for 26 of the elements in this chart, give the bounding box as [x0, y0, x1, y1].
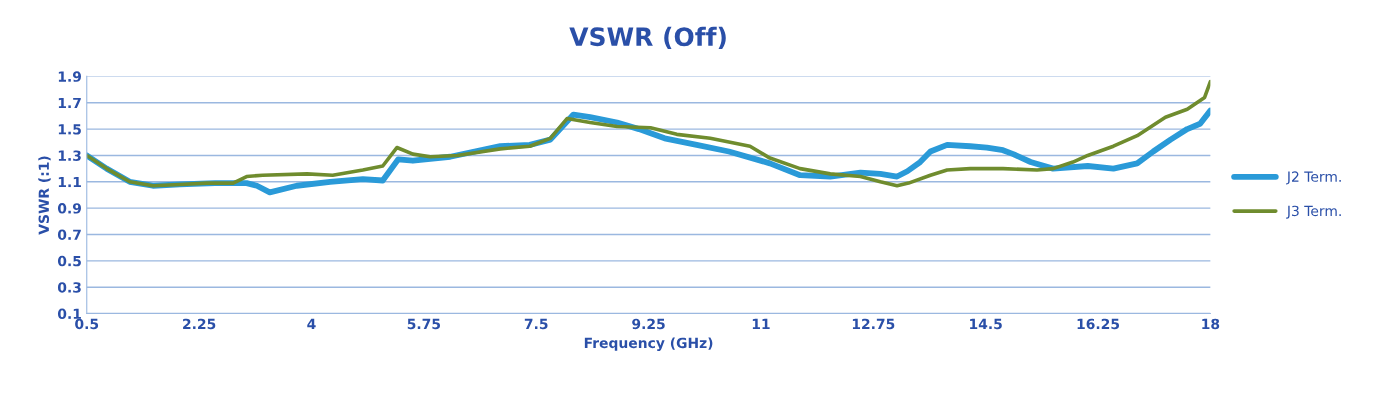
y-tick-label: 0.3 — [57, 282, 81, 293]
x-axis-title: Frequency (GHz) — [584, 337, 713, 351]
x-tick-label: 16.25 — [1077, 318, 1120, 330]
legend-label: J3 Term. — [1286, 205, 1341, 219]
x-tick-label: 4 — [307, 318, 316, 329]
x-tick-label: 5.75 — [407, 318, 440, 330]
x-tick-label: 2.25 — [183, 318, 216, 330]
y-tick-label: 1.3 — [58, 150, 81, 161]
legend-label: J2 Term. — [1286, 171, 1341, 185]
y-tick-label: 1.9 — [58, 71, 81, 82]
chart-title: VSWR (Off) — [569, 26, 726, 50]
y-axis-title: VSWR (:1) — [38, 156, 51, 235]
y-tick-label: 0.5 — [57, 255, 81, 267]
y-tick-label: 1.7 — [58, 97, 81, 109]
y-tick-label: 0.7 — [57, 229, 81, 240]
x-tick-label: 14.5 — [970, 318, 1002, 330]
x-tick-label: 0.5 — [75, 318, 99, 330]
y-tick-label: 1.5 — [58, 124, 81, 135]
x-tick-label: 9.25 — [632, 318, 665, 330]
x-tick-label: 12.75 — [852, 318, 895, 330]
y-tick-label: 1.1 — [58, 176, 81, 188]
x-tick-label: 7.5 — [524, 318, 548, 330]
x-tick-label: 11 — [752, 318, 770, 329]
x-tick-label: 18 — [1202, 318, 1220, 330]
y-tick-label: 0.1 — [57, 308, 81, 320]
y-tick-label: 0.9 — [57, 203, 81, 214]
